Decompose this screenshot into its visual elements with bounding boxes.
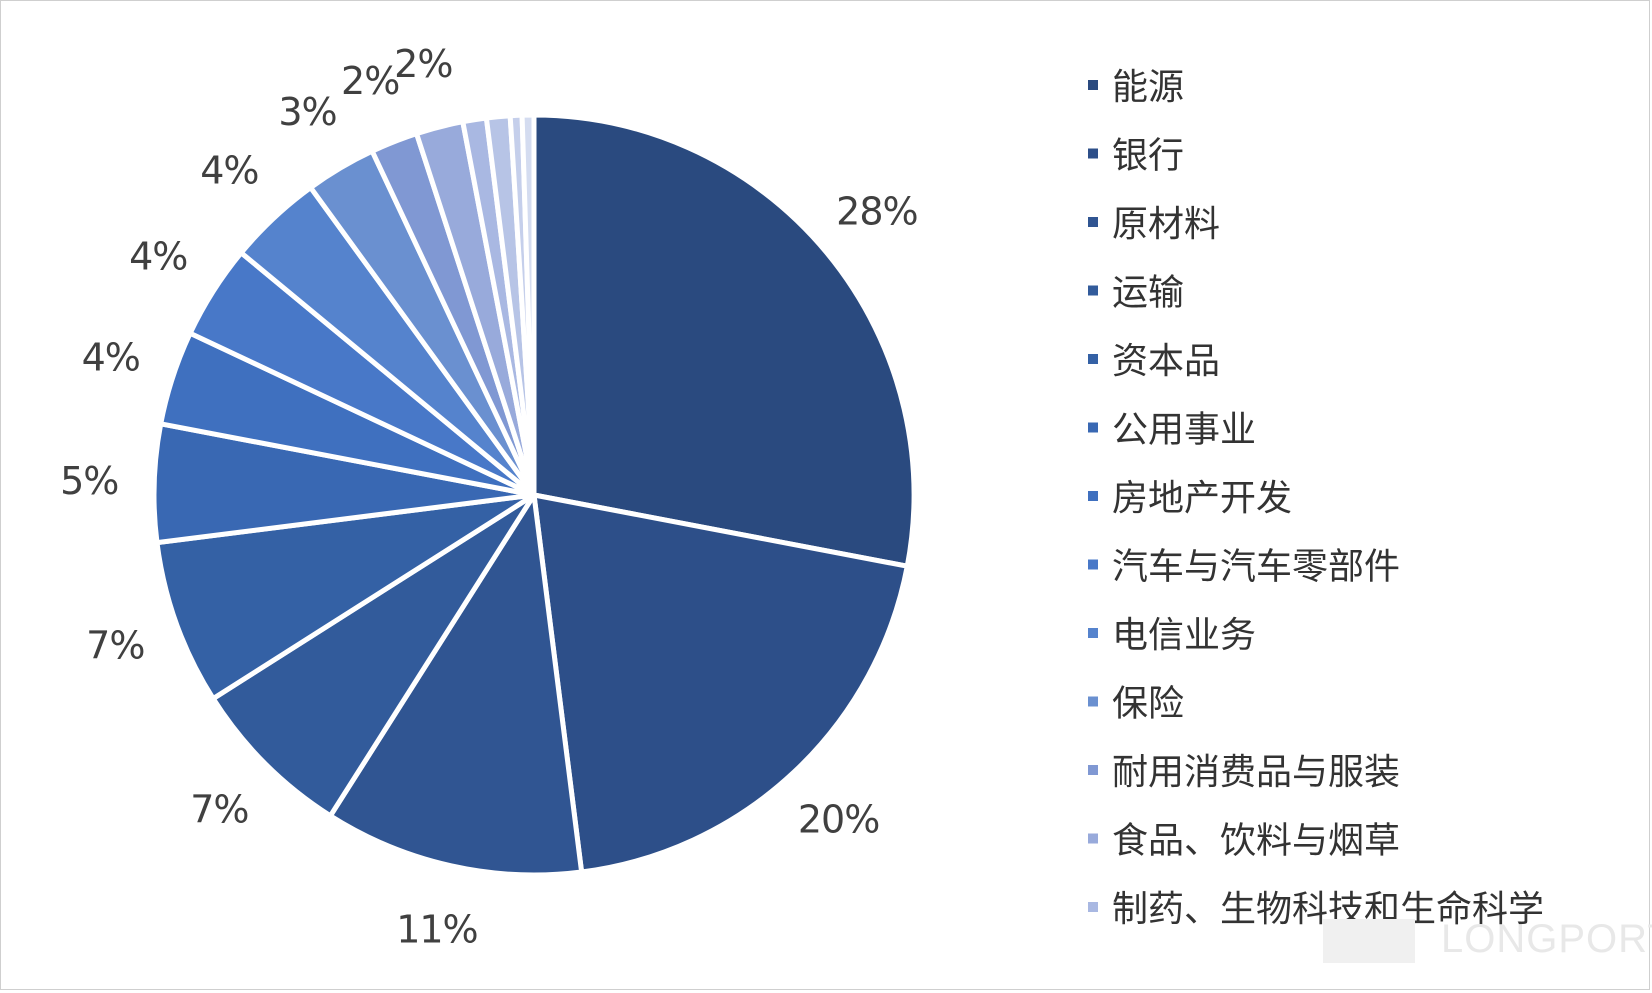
slice-label-10: 2% bbox=[341, 59, 399, 103]
watermark-logo-icon bbox=[1323, 919, 1415, 963]
legend-label-1: 银行 bbox=[1112, 136, 1184, 177]
legend-label-5: 公用事业 bbox=[1112, 410, 1256, 451]
legend-swatch-11 bbox=[1088, 833, 1098, 844]
legend-label-3: 运输 bbox=[1112, 273, 1184, 314]
slice-label-4: 7% bbox=[86, 624, 144, 668]
legend-swatch-9 bbox=[1088, 696, 1098, 707]
pie-slice-3 bbox=[210, 492, 537, 819]
slice-label-9: 3% bbox=[278, 90, 336, 134]
longport-watermark: LONGPORT bbox=[1323, 911, 1652, 971]
legend-swatch-2 bbox=[1088, 217, 1098, 227]
legend-swatch-10 bbox=[1088, 765, 1098, 775]
pie-slice-1 bbox=[531, 492, 910, 875]
pie-slices bbox=[151, 112, 917, 878]
slice-label-6: 4% bbox=[82, 335, 140, 379]
legend-swatch-5 bbox=[1088, 422, 1098, 433]
pie-labels: 28%20%11%7%7%5%4%4%4%3%2%2% bbox=[60, 42, 919, 951]
legend-label-6: 房地产开发 bbox=[1112, 478, 1292, 519]
legend-label-10: 耐用消费品与服装 bbox=[1112, 752, 1400, 793]
legend-label-7: 汽车与汽车零部件 bbox=[1112, 547, 1400, 588]
legend-label-0: 能源 bbox=[1112, 67, 1184, 108]
legend-label-4: 资本品 bbox=[1112, 341, 1220, 382]
legend-label-9: 保险 bbox=[1112, 684, 1184, 725]
pie-slice-0 bbox=[531, 112, 917, 569]
slice-label-3: 7% bbox=[190, 788, 248, 832]
slice-label-2: 11% bbox=[396, 907, 477, 951]
legend-swatch-3 bbox=[1088, 285, 1098, 296]
slice-label-0: 28% bbox=[836, 189, 917, 233]
legend-label-2: 原材料 bbox=[1112, 204, 1220, 245]
legend-label-8: 电信业务 bbox=[1112, 615, 1256, 656]
watermark-text: LONGPORT bbox=[1441, 917, 1652, 961]
legend-swatch-1 bbox=[1088, 148, 1098, 159]
slice-label-8: 4% bbox=[200, 149, 258, 193]
slice-label-5: 5% bbox=[60, 459, 118, 503]
legend-swatch-4 bbox=[1088, 354, 1098, 364]
pie-slice-4 bbox=[154, 492, 537, 702]
slice-label-1: 20% bbox=[798, 797, 879, 841]
legend-swatch-12 bbox=[1088, 902, 1098, 912]
pie-slice-15 bbox=[519, 112, 537, 498]
legend-swatch-7 bbox=[1088, 559, 1098, 570]
legend-swatch-8 bbox=[1088, 628, 1098, 638]
slice-label-11: 2% bbox=[394, 42, 452, 86]
legend-label-11: 食品、饮料与烟草 bbox=[1112, 821, 1400, 862]
legend: 能源银行原材料运输资本品公用事业房地产开发汽车与汽车零部件电信业务保险耐用消费品… bbox=[1088, 67, 1544, 930]
slice-label-7: 4% bbox=[129, 235, 187, 279]
pie-slice-2 bbox=[327, 492, 585, 878]
legend-swatch-6 bbox=[1088, 491, 1098, 501]
legend-swatch-0 bbox=[1088, 80, 1098, 90]
